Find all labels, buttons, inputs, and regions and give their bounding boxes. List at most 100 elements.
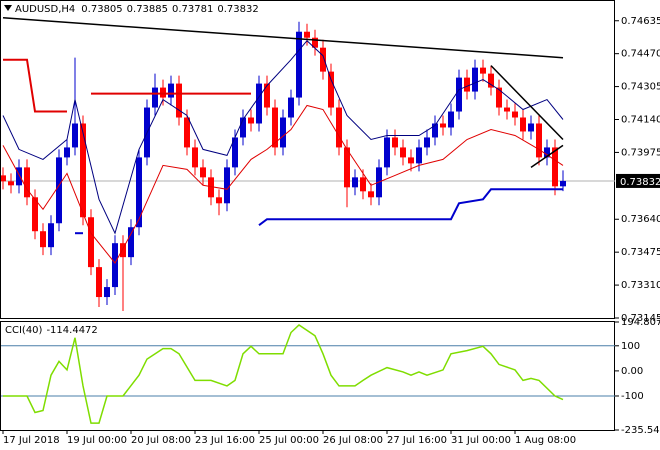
chart-title: AUDUSD,H4 0.73805 0.73885 0.73781 0.73832 [15,4,259,15]
candle-body [544,147,550,158]
candle-body [504,107,510,112]
candle-body [168,83,174,98]
candle-body [312,37,318,48]
candle-body [520,117,526,132]
x-tick-label: 1 Aug 08:00 [515,435,576,446]
indicator-line [2,17,564,59]
current-price-box [616,173,660,188]
cci-tick-label: 100 [621,341,640,352]
candle-body [416,147,422,164]
candle-body [280,117,286,148]
y-tick-label: 0.74305 [621,82,660,93]
last-high: 0.73885 [127,4,168,15]
indicator-line [258,188,563,226]
candle-body [64,147,70,158]
indicator-line [2,39,564,235]
indicator-line [3,58,67,113]
cci-tick-label: -235.5472 [621,425,660,436]
y-tick-label: 0.73145 [621,313,660,324]
y-tick-label: 0.74470 [621,49,660,60]
symbol: AUDUSD,H4 [15,4,75,15]
y-tick-label: 0.73475 [621,247,660,258]
candle-body [560,180,566,187]
candle-body [392,137,398,148]
candle-body [456,77,462,112]
cci-line [3,324,564,424]
candle-body [336,107,342,148]
candle-body [352,177,358,188]
candle-body [248,117,254,124]
candle-body [200,167,206,178]
candle-body [256,83,262,124]
candle-body [104,287,110,298]
candle-body [440,123,446,128]
x-tick-label: 25 Jul 00:00 [259,435,319,446]
cci-last: -114.4472 [46,325,97,336]
candle-body [128,227,134,258]
candle-body [424,137,430,148]
candle-body [344,147,350,188]
cci-panel [0,321,615,431]
candle-body [72,123,78,148]
candle-body [216,197,222,204]
y-tick-label: 0.74140 [621,115,660,126]
cci-tick-label: 194.8079 [621,317,660,328]
last-close: 0.73832 [217,4,258,15]
candle-body [112,243,118,288]
candle-body [184,117,190,148]
candle-body [320,47,326,72]
candle-body [40,231,46,248]
y-tick-label: 0.73975 [621,147,660,158]
candle-body [264,83,270,108]
candle-body [368,191,374,198]
last-open: 0.73805 [81,4,122,15]
candle-body [536,123,542,158]
candle-body [48,223,54,248]
x-tick-label: 20 Jul 08:00 [131,435,191,446]
candle-body [120,243,126,258]
candle-body [480,67,486,74]
price-panel [0,0,615,319]
candle-body [56,157,62,224]
menu-arrow[interactable] [4,5,12,11]
candle-body [240,117,246,138]
y-tick-label: 0.73640 [621,214,660,225]
candle-body [552,147,558,187]
current-price-label: 0.73832 [620,177,660,188]
candle-body [432,123,438,138]
x-tick-label: 31 Jul 00:00 [451,435,511,446]
candle-body [328,71,334,108]
candle-body [296,31,302,98]
candle-body [152,87,158,108]
candle-body [208,177,214,198]
candle-body [88,217,94,268]
candle-body [192,147,198,168]
candle-body [408,157,414,164]
candle-body [400,147,406,158]
cci-tick-label: 0.00 [621,366,643,377]
candle-body [528,123,534,132]
candle-body [472,67,478,92]
candle-body [360,177,366,192]
candle-body [288,97,294,118]
candle-body [16,167,22,186]
candle-body [464,77,470,92]
candle-body [272,107,278,148]
cci-name: CCI(40) [5,325,43,336]
cci-title: CCI(40) -114.4472 [5,325,98,336]
candle-body [8,181,14,186]
candle-body [384,137,390,168]
candle-body [24,167,30,198]
candle-body [1,175,6,182]
candle-body [160,87,166,98]
cci-tick-label: -100 [621,391,644,402]
last-low: 0.73781 [172,4,213,15]
candle-body [96,267,102,298]
candle-body [304,31,310,38]
indicator-line [490,65,564,141]
candle-body [232,137,238,168]
indicator-line [2,104,564,264]
candle-body [80,123,86,218]
candle-body [488,73,494,88]
